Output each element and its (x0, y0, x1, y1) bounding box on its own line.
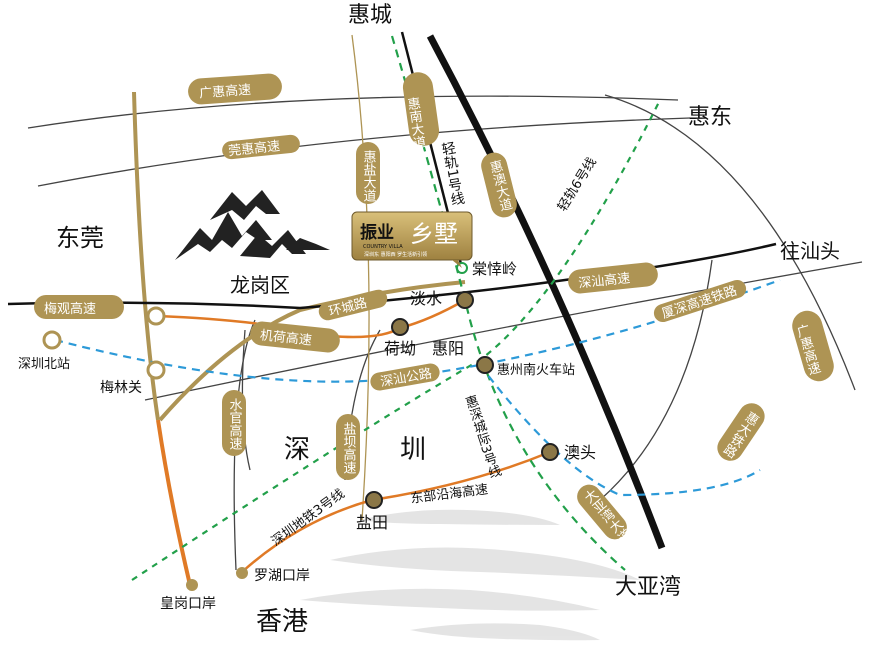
coast-texture (300, 509, 640, 641)
place-meilin: 梅林关 (100, 380, 142, 396)
place-heao: 荷坳 (384, 339, 416, 358)
road-sign-shenshan-road: 深汕公路 (370, 363, 440, 391)
svg-text:机荷高速: 机荷高速 (259, 327, 312, 348)
place-shenzhen-north: 深圳北站 (18, 357, 70, 372)
road-sign-huancheng: 环城路 (318, 289, 388, 321)
place-aotou: 澳头 (564, 443, 596, 462)
road-sign-jihe: 机荷高速 (250, 321, 340, 353)
region-shen: 深 (284, 435, 310, 465)
label-huishen-intercity: 惠深城际3号线 (461, 394, 503, 481)
gold-highways (132, 34, 466, 521)
mountains-icon (175, 190, 330, 260)
project-brand: 振业 (360, 222, 394, 243)
road-sign-huida-rail: 惠大铁路 (717, 403, 765, 461)
svg-text:惠盐大道: 惠盐大道 (361, 150, 377, 202)
region-huicheng: 惠城 (348, 3, 392, 28)
region-wangshantou: 往汕头 (780, 239, 840, 263)
label-shenzhen-metro3: 深圳地铁3号线 (269, 487, 348, 550)
road-sign-shuiguan: 水官高速 (222, 390, 246, 456)
station-nodes (42, 262, 559, 591)
road-sign-guanghui-right: 广惠高速 (792, 310, 834, 382)
road-sign-meiguan: 梅观高速 (34, 295, 124, 319)
road-sign-dayawan: 大亚湾大道 (577, 484, 633, 547)
place-luohu-port: 罗湖口岸 (254, 568, 310, 584)
place-tangweiling: 棠悻岭 (472, 260, 517, 278)
label-light-rail-6: 轻轨6号线 (555, 155, 600, 214)
svg-text:广惠高速: 广惠高速 (199, 82, 252, 102)
region-zhen: 圳 (400, 435, 426, 465)
place-huanggang-port: 皇岗口岸 (160, 596, 216, 612)
road-sign-guanghui-top: 广惠高速 (188, 73, 282, 105)
region-huidong: 惠东 (688, 105, 732, 130)
project-logo: 振业 COUNTRY VILLA 乡墅 深圳东 惠阳西 罗生活新引领 (351, 211, 473, 268)
project-name: 乡墅 (410, 220, 458, 248)
place-huiyang: 惠阳 (432, 339, 464, 358)
svg-text:梅观高速: 梅观高速 (44, 301, 96, 317)
region-dayawan: 大亚湾 (615, 575, 681, 600)
road-sign-huiyan: 惠盐大道 (356, 142, 380, 204)
svg-text:水官高速: 水官高速 (227, 398, 243, 450)
road-sign-huinan: 惠南大道 (402, 72, 440, 150)
place-danshui: 淡水 (410, 289, 442, 308)
place-huizhou-south: 惠州南火车站 (497, 362, 575, 378)
road-sign-guanhui: 莞惠高速 (222, 134, 300, 159)
svg-text:深汕高速: 深汕高速 (578, 270, 631, 291)
region-dongguan: 东莞 (56, 224, 104, 252)
svg-text:莞惠高速: 莞惠高速 (227, 138, 280, 159)
road-sign-xiashen-rail: 厦深高速铁路 (653, 279, 747, 323)
road-sign-huiao: 惠澳大道 (481, 152, 517, 218)
region-longgang: 龙岗区 (230, 273, 290, 297)
place-yantian: 盐田 (356, 513, 388, 532)
svg-text:盐坝高速: 盐坝高速 (341, 422, 357, 474)
road-sign-yanba: 盐坝高速 (336, 414, 360, 480)
project-tagline: 深圳东 惠阳西 罗生活新引领 (364, 251, 427, 258)
region-hongkong: 香港 (256, 607, 308, 637)
project-english: COUNTRY VILLA (363, 244, 403, 250)
road-sign-shenshan: 深汕高速 (568, 262, 658, 294)
